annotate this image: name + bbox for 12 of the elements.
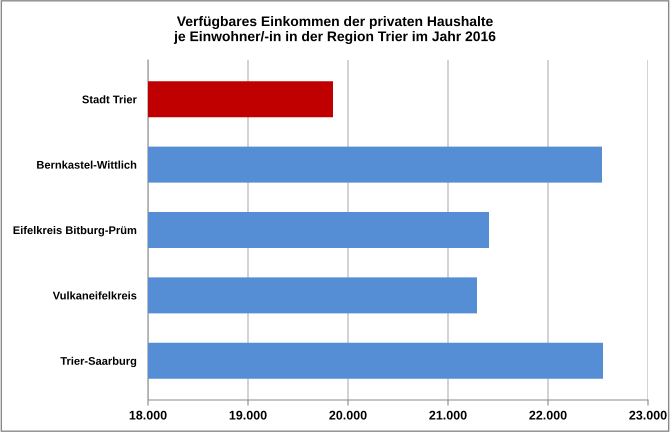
x-tick-label: 19.000 [230, 410, 267, 420]
y-tick-label: Stadt Trier [82, 95, 137, 104]
y-tick-label: Bernkastel-Wittlich [37, 160, 136, 169]
x-tick-label: 18.000 [130, 410, 167, 420]
y-tick-label: Vulkaneifelkreis [52, 291, 136, 300]
x-tick-label: 20.000 [329, 410, 367, 420]
x-tick-label: 22.000 [529, 410, 567, 420]
x-tick-label: 23.000 [629, 410, 667, 420]
y-tick-label: Eifelkreis Bitburg-Prüm [14, 226, 136, 236]
x-tick-label: 21.000 [429, 410, 467, 420]
chart-title: Verfügbares Einkommen der privaten Haushalte je Einwohner/-in in der Region Trier im Jahr 2016 [174, 16, 496, 44]
y-tick-label: Trier-Saarburg [60, 356, 136, 368]
